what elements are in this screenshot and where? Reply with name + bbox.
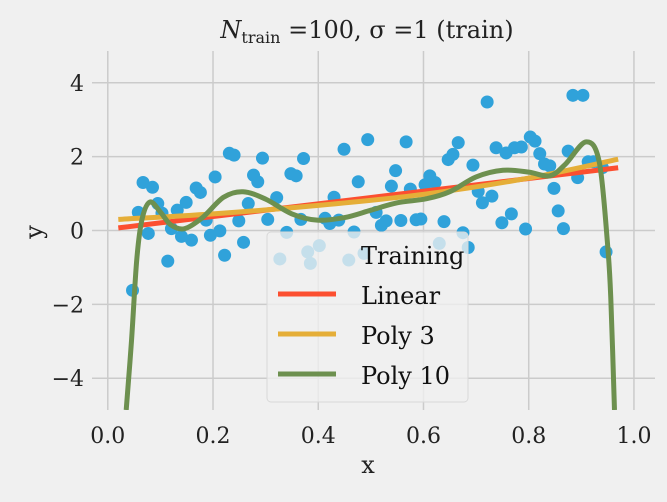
x-tick-label: 0.0 [90,424,125,449]
training-point [379,214,393,228]
poly10-fit-line [123,139,617,410]
training-point [184,233,198,247]
training-point [389,164,403,178]
training-point [232,214,246,228]
x-tick-label: 0.8 [511,424,546,449]
training-point [208,170,222,184]
training-point [394,214,408,228]
x-tick-label: 1.0 [616,424,651,449]
training-point [428,175,442,189]
training-point [170,203,184,217]
legend: Training Linear Poly 3 Poly 10 [266,231,469,403]
x-tick-label: 0.4 [301,424,336,449]
legend-label-linear: Linear [361,282,441,310]
training-point [227,148,241,162]
legend-box [266,231,469,403]
y-tick-label: −2 [52,293,84,318]
training-point [218,248,232,262]
training-point [547,181,561,195]
training-point [255,151,269,165]
training-point [556,222,570,236]
training-point [543,159,557,173]
training-point [495,216,509,230]
y-ticks: −4 −2 0 2 4 [52,72,84,392]
chart-title: Ntrain =100, σ =1 (train) [219,16,513,47]
training-point [399,135,413,149]
y-tick-label: −4 [52,367,84,392]
training-point [261,212,275,226]
training-point [193,185,207,199]
y-tick-label: 2 [70,146,84,171]
training-point [351,175,365,189]
x-axis-label: x [361,451,375,479]
training-point [437,215,451,229]
fit-lines [118,139,619,410]
training-point [519,222,533,236]
training-point [466,158,480,172]
training-point [361,133,375,147]
training-point [489,141,503,155]
legend-label-poly3: Poly 3 [361,322,435,350]
training-point [213,224,227,238]
training-point [485,189,499,203]
training-point [446,147,460,161]
training-point [533,147,547,161]
training-point [241,197,255,211]
training-point [414,212,428,226]
training-point [480,95,494,109]
y-tick-label: 0 [70,220,84,245]
training-point [174,229,188,243]
training-point [297,151,311,165]
y-axis-label: y [20,225,48,240]
training-point [251,175,265,189]
training-point [475,196,489,210]
training-point [504,207,518,221]
training-point [337,142,351,156]
y-tick-label: 4 [70,72,84,97]
training-point [237,235,251,249]
x-ticks: 0.0 0.2 0.4 0.6 0.8 1.0 [90,424,651,449]
training-point [161,254,175,268]
training-point [384,179,398,193]
training-point [146,180,160,194]
x-tick-label: 0.6 [406,424,441,449]
training-point [576,88,590,102]
training-point [141,226,155,240]
legend-label-poly10: Poly 10 [361,362,450,390]
legend-label-training: Training [361,242,464,270]
training-point [551,204,565,218]
training-point [528,134,542,148]
training-point [289,169,303,183]
training-point [566,88,580,102]
training-point [179,195,193,209]
x-tick-label: 0.2 [196,424,231,449]
training-point [451,136,465,150]
training-point [514,140,528,154]
